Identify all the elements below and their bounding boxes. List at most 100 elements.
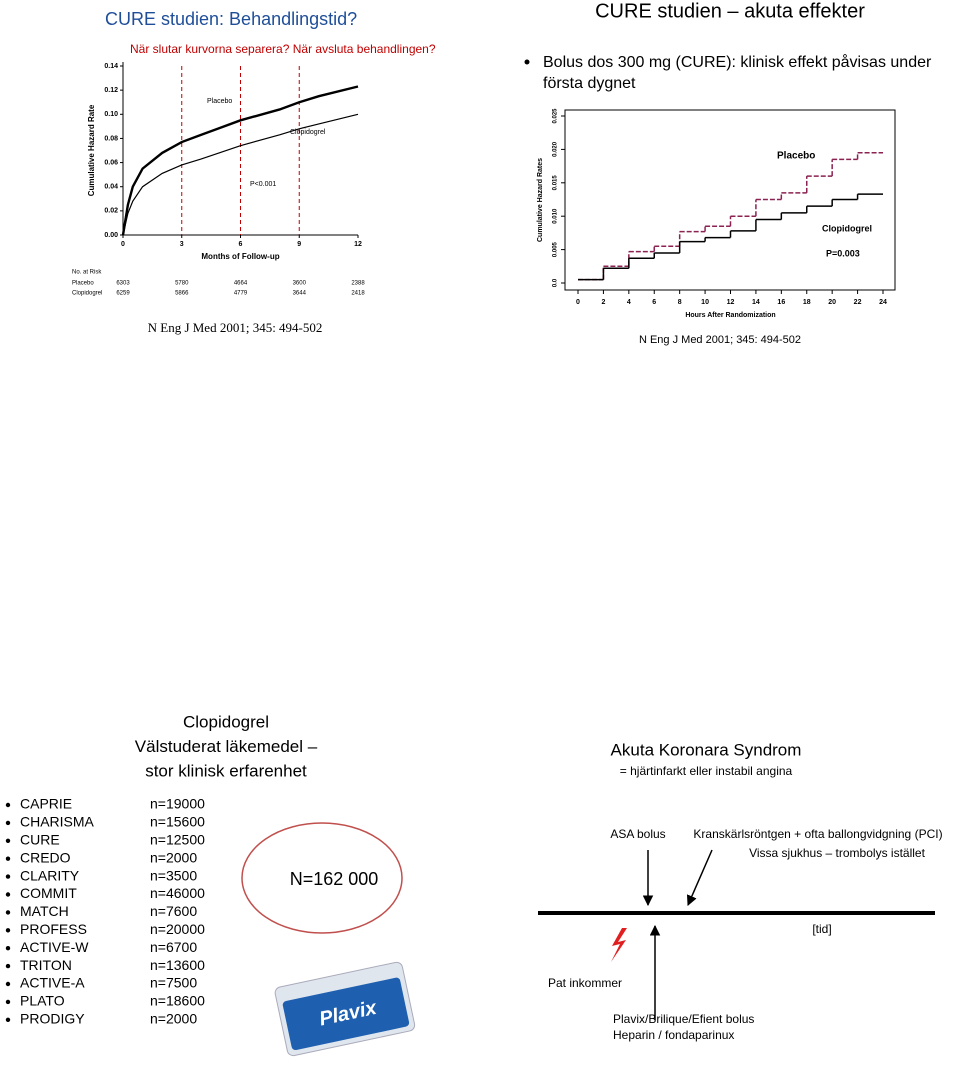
bullet [5,820,11,826]
study-name: CHARISMA [20,814,95,830]
bullet-text: första dygnet [543,75,636,92]
study-size: n=6700 [150,939,197,955]
x-tick-label: 0 [121,241,125,248]
y-tick-label: 0.14 [104,63,118,70]
series-label: Clopidogrel [290,129,326,136]
bullet [5,946,11,951]
bullet [5,838,11,843]
package [274,961,416,1057]
y-axis-label: Cumulative Hazard Rate [87,104,96,196]
y-tick-label: 0.02 [104,208,118,215]
study-size: n=13600 [150,957,205,973]
slide-subtitle: När slutar kurvorna separera? När avslut… [130,42,436,56]
series-label: Clopidogrel [822,223,872,233]
package-label [282,977,410,1051]
x-tick-label: 0 [576,299,580,306]
table-cell: 3644 [293,291,307,297]
slide-title: CURE studien – akuta effekter [595,0,865,22]
study-name: TRITON [20,957,72,973]
study-name: ACTIVE-A [20,975,85,991]
x-tick-label: 6 [239,241,243,248]
y-tick-label: 0.025 [553,108,559,124]
y-tick-label: 0.08 [104,135,118,142]
study-size: n=46000 [150,885,205,901]
slide-subtitle: = hjärtinfarkt eller instabil angina [620,764,793,778]
label: Vissa sjukhus – trombolys istället [749,846,926,860]
table-cell: 5866 [175,291,189,297]
study-name: CLARITY [20,867,80,883]
study-size: n=2000 [150,849,197,865]
y-tick-label: 0.005 [553,241,559,257]
study-name: ACTIVE-W [20,939,89,955]
x-tick-label: 10 [701,299,709,306]
study-name: MATCH [20,903,69,919]
x-tick-label: 6 [652,299,656,306]
slide-title: Clopidogrel [183,712,269,731]
y-tick-label: 0.12 [104,87,118,94]
slide-title: CURE studien: Behandlingstid? [105,9,357,29]
series-label: Placebo [777,151,815,162]
citation: N Eng J Med 2001; 345: 494-502 [639,334,801,346]
x-tick-label: 14 [752,299,760,306]
y-tick-label: 0.10 [104,111,118,118]
study-name: CURE [20,832,60,848]
data-line [122,113,359,236]
x-tick-label: 2 [601,299,605,306]
y-tick-label: 0.020 [553,141,559,157]
x-tick-label: 9 [297,241,301,248]
bullet [5,802,11,808]
study-size: n=3500 [150,867,197,883]
table-cell: Clopidogrel [72,291,102,297]
slide-title: stor klinisk erfarenhet [145,761,307,780]
study-name: CAPRIE [20,796,72,812]
annotation: P=0.003 [826,248,860,258]
x-axis-label: Months of Follow-up [201,252,279,261]
total: N=162 000 [290,869,379,889]
study-name: COMMIT [20,885,77,901]
label: Kranskärlsröntgen + ofta ballongvidgning… [693,827,942,841]
bullet [5,999,11,1005]
table-header: No. at Risk [72,270,102,276]
y-tick-label: 0.015 [553,175,559,191]
table-cell: 2388 [351,281,365,287]
bullet-text: Bolus dos 300 mg (CURE): klinisk effekt … [543,53,932,71]
x-axis-label: Hours After Randomization [685,312,775,319]
x-tick-label: 3 [180,241,184,248]
x-tick-label: 8 [678,299,682,306]
study-name: PLATO [20,993,65,1009]
study-size: n=18600 [150,993,205,1009]
table-cell: 4664 [234,281,248,287]
table-cell: 5780 [175,281,189,287]
table-cell: 2418 [351,291,365,297]
slide-title: Akuta Koronara Syndrom [611,740,802,759]
study-size: n=15600 [150,814,205,830]
y-tick-label: 0.06 [104,159,118,166]
table-cell: 6303 [116,281,130,287]
study-size: n=2000 [150,1011,197,1027]
label: [tid] [812,922,831,936]
data-line [121,85,359,236]
arrow [686,849,713,906]
study-size: n=20000 [150,921,205,937]
y-tick-label: 0.010 [553,208,559,224]
bullet [5,981,11,987]
y-tick-label: 0.00 [104,232,118,239]
x-tick-label: 12 [354,241,362,248]
bullet [5,874,11,879]
study-name: CREDO [20,849,71,865]
ellipse [241,822,403,934]
table-cell: 6259 [116,291,130,297]
x-tick-label: 18 [803,299,811,306]
x-tick-label: 24 [879,299,887,306]
lightning [611,928,627,962]
slide-title: Välstuderat läkemedel – [135,737,318,756]
table-cell: 4779 [234,291,248,297]
study-name: PROFESS [20,921,87,937]
study-size: n=12500 [150,832,205,848]
label: Plavix/Brilique/Efient bolus [613,1012,754,1026]
x-tick-label: 12 [727,299,735,306]
table-cell: Placebo [72,281,94,287]
bullet [5,928,11,933]
